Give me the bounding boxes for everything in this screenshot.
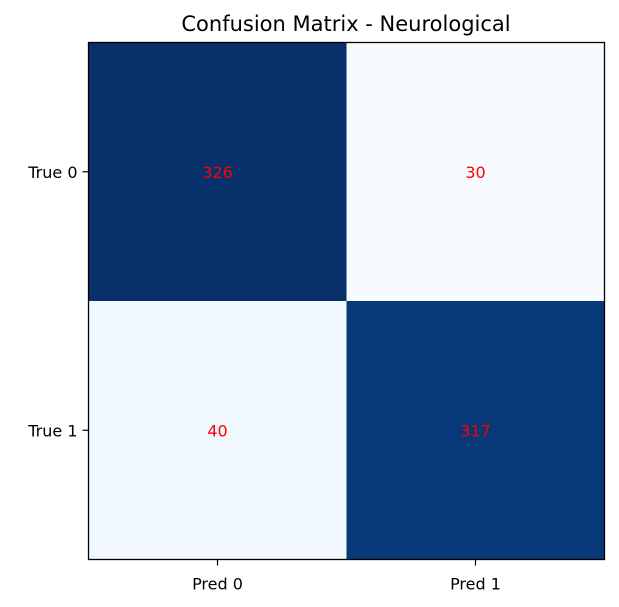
cell-value-label: 326 <box>202 163 233 182</box>
plot-frame <box>87 41 606 561</box>
y-tick-label: True 0 <box>27 163 77 182</box>
y-axis: True 0 True 1 <box>27 163 89 440</box>
x-axis: Pred 0 Pred 1 <box>192 559 501 594</box>
x-tick-label: Pred 0 <box>192 575 243 594</box>
chart-title: Confusion Matrix - Neurological <box>181 12 510 36</box>
cell-annotations: 326 30 40 317 <box>202 163 491 441</box>
heatmap-cell <box>88 42 347 302</box>
cell-value-label: 30 <box>465 163 485 182</box>
y-tick-label: True 1 <box>27 421 77 440</box>
heatmap-cell <box>346 42 605 302</box>
cell-value-label: 317 <box>460 421 491 440</box>
heatmap-cell <box>346 301 605 560</box>
heatmap-cell <box>88 301 347 560</box>
heatmap-cells <box>88 42 605 560</box>
cell-value-label: 40 <box>207 421 227 440</box>
x-tick-label: Pred 1 <box>450 575 501 594</box>
